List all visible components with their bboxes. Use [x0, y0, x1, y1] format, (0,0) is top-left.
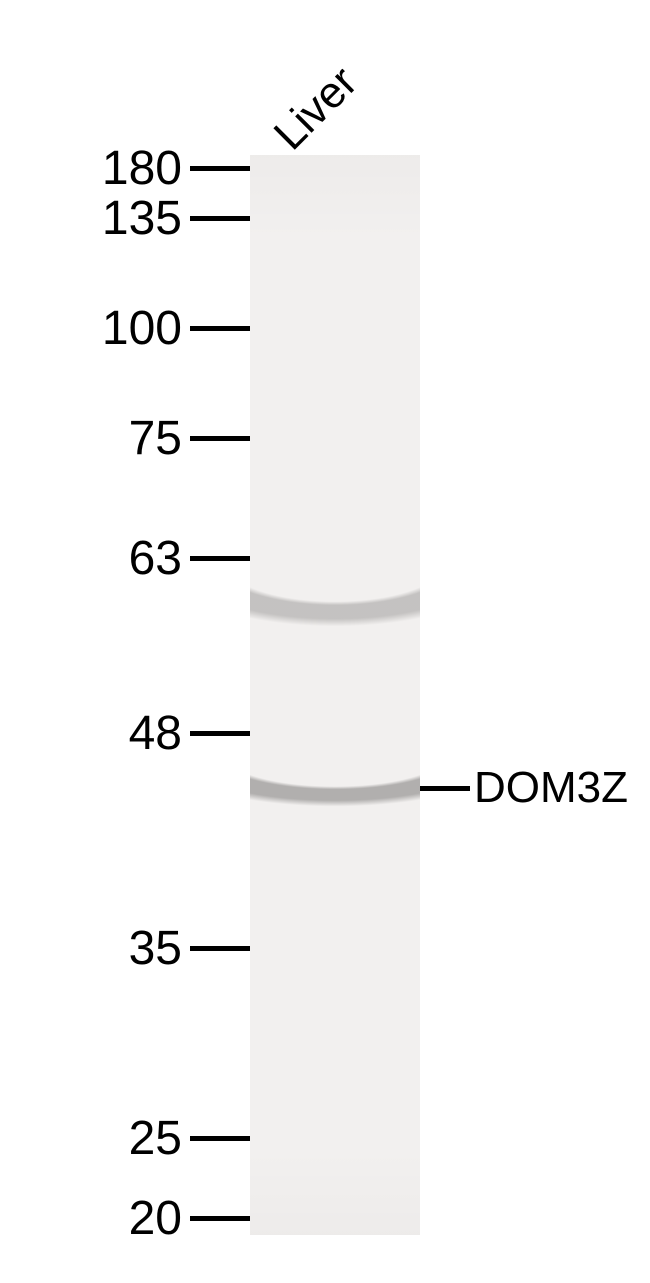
ladder-value: 100 — [102, 301, 182, 356]
ladder-mark-180: 180 — [0, 141, 250, 196]
ladder-mark-20: 20 — [0, 1191, 250, 1246]
target-protein-label: DOM3Z — [420, 763, 628, 813]
ladder-tick — [190, 216, 250, 221]
blot-lane — [250, 155, 420, 1235]
target-label-area: DOM3Z — [420, 155, 650, 1235]
ladder-value: 20 — [129, 1191, 182, 1246]
molecular-weight-ladder: 180135100756348352520 — [0, 155, 250, 1235]
ladder-mark-100: 100 — [0, 301, 250, 356]
ladder-tick — [190, 556, 250, 561]
target-tick — [420, 786, 470, 791]
ladder-tick — [190, 1136, 250, 1141]
ladder-value: 25 — [129, 1111, 182, 1166]
ladder-value: 48 — [129, 706, 182, 761]
ladder-mark-75: 75 — [0, 411, 250, 466]
ladder-value: 63 — [129, 531, 182, 586]
ladder-value: 180 — [102, 141, 182, 196]
ladder-tick — [190, 946, 250, 951]
blot-band-2 — [250, 773, 420, 807]
ladder-tick — [190, 1216, 250, 1221]
ladder-mark-48: 48 — [0, 706, 250, 761]
ladder-tick — [190, 166, 250, 171]
blot-band-1 — [250, 585, 420, 627]
lane-label-area: Liver — [250, 30, 420, 160]
ladder-mark-35: 35 — [0, 921, 250, 976]
ladder-value: 135 — [102, 191, 182, 246]
lane-label-liver: Liver — [265, 57, 368, 160]
ladder-value: 75 — [129, 411, 182, 466]
ladder-mark-63: 63 — [0, 531, 250, 586]
ladder-tick — [190, 326, 250, 331]
target-protein-name: DOM3Z — [474, 763, 628, 813]
ladder-mark-135: 135 — [0, 191, 250, 246]
western-blot-figure: Liver 180135 100 75 63 48 35 25 20 DOM3Z — [0, 0, 650, 1283]
ladder-tick — [190, 436, 250, 441]
ladder-mark-25: 25 — [0, 1111, 250, 1166]
ladder-value: 35 — [129, 921, 182, 976]
ladder-tick — [190, 731, 250, 736]
